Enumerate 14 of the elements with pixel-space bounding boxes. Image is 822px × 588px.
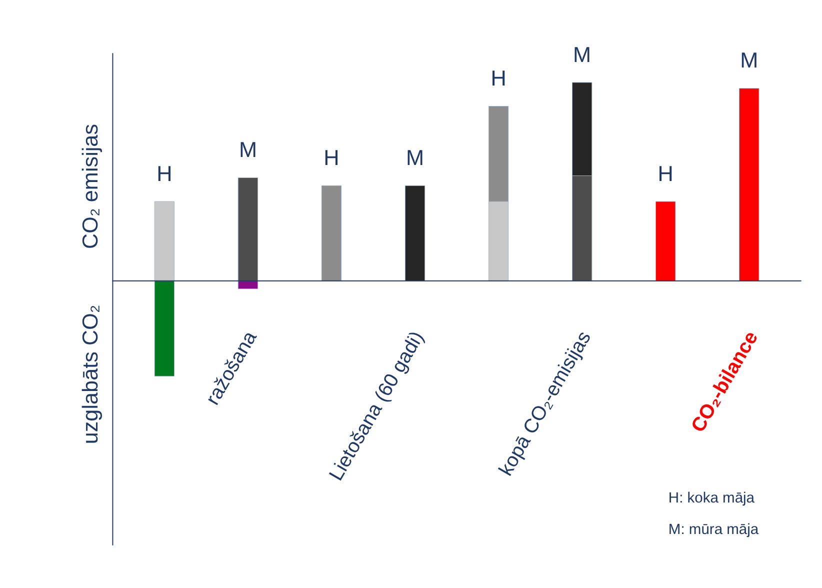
annotation: H — [156, 160, 172, 186]
bar — [656, 201, 676, 282]
bar — [739, 88, 760, 282]
text: CO₂ emisijas — [77, 124, 102, 249]
text: M: mūra māja — [668, 522, 760, 538]
text: M — [740, 48, 758, 73]
annotation: H — [490, 66, 506, 91]
text: H: koka māja — [668, 490, 756, 507]
text: M — [573, 42, 592, 67]
annotation: H — [324, 144, 340, 170]
text: uzglabāts CO₂ — [77, 304, 102, 444]
annotation: H — [658, 160, 674, 186]
annotation: M — [238, 137, 257, 162]
annotation: M — [406, 144, 424, 170]
